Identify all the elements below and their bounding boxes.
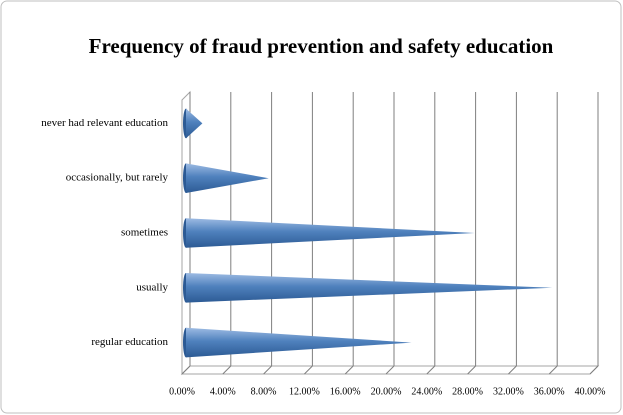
bar (186, 273, 553, 303)
bar (186, 108, 203, 139)
x-tick-label: 0.00% (169, 386, 195, 397)
bar (186, 327, 412, 358)
y-tick-label: occasionally, but rarely (66, 172, 169, 184)
x-tick-mark (548, 365, 558, 375)
x-tick-mark (467, 365, 476, 375)
chart-title: Frequency of fraud prevention and safety… (89, 34, 554, 58)
x-tick-label: 4.00% (210, 386, 236, 397)
x-tick-label: 20.00% (371, 386, 402, 397)
x-tick-mark (304, 365, 313, 375)
y-tick-label: usually (136, 281, 168, 293)
x-tick-label: 8.00% (251, 386, 277, 397)
x-tick-mark (426, 365, 436, 375)
x-tick-label: 24.00% (411, 386, 442, 397)
y-tick-label: sometimes (121, 227, 168, 239)
x-tick-label: 32.00% (493, 386, 524, 397)
x-tick-label: 40.00% (575, 386, 606, 397)
y-tick-label: never had relevant education (41, 117, 168, 129)
x-tick-mark (181, 365, 191, 375)
x-tick-mark (508, 365, 517, 375)
x-tick-mark (263, 365, 272, 375)
bar (186, 163, 269, 193)
x-tick-label: 36.00% (534, 386, 565, 397)
bar (186, 218, 475, 248)
x-tick-mark (385, 365, 395, 375)
x-tick-mark (344, 365, 354, 375)
x-tick-mark (589, 365, 599, 375)
x-tick-label: 16.00% (330, 386, 361, 397)
x-tick-mark (222, 365, 232, 375)
y-tick-label: regular education (91, 336, 168, 348)
x-tick-label: 12.00% (289, 386, 320, 397)
x-tick-label: 28.00% (452, 386, 483, 397)
